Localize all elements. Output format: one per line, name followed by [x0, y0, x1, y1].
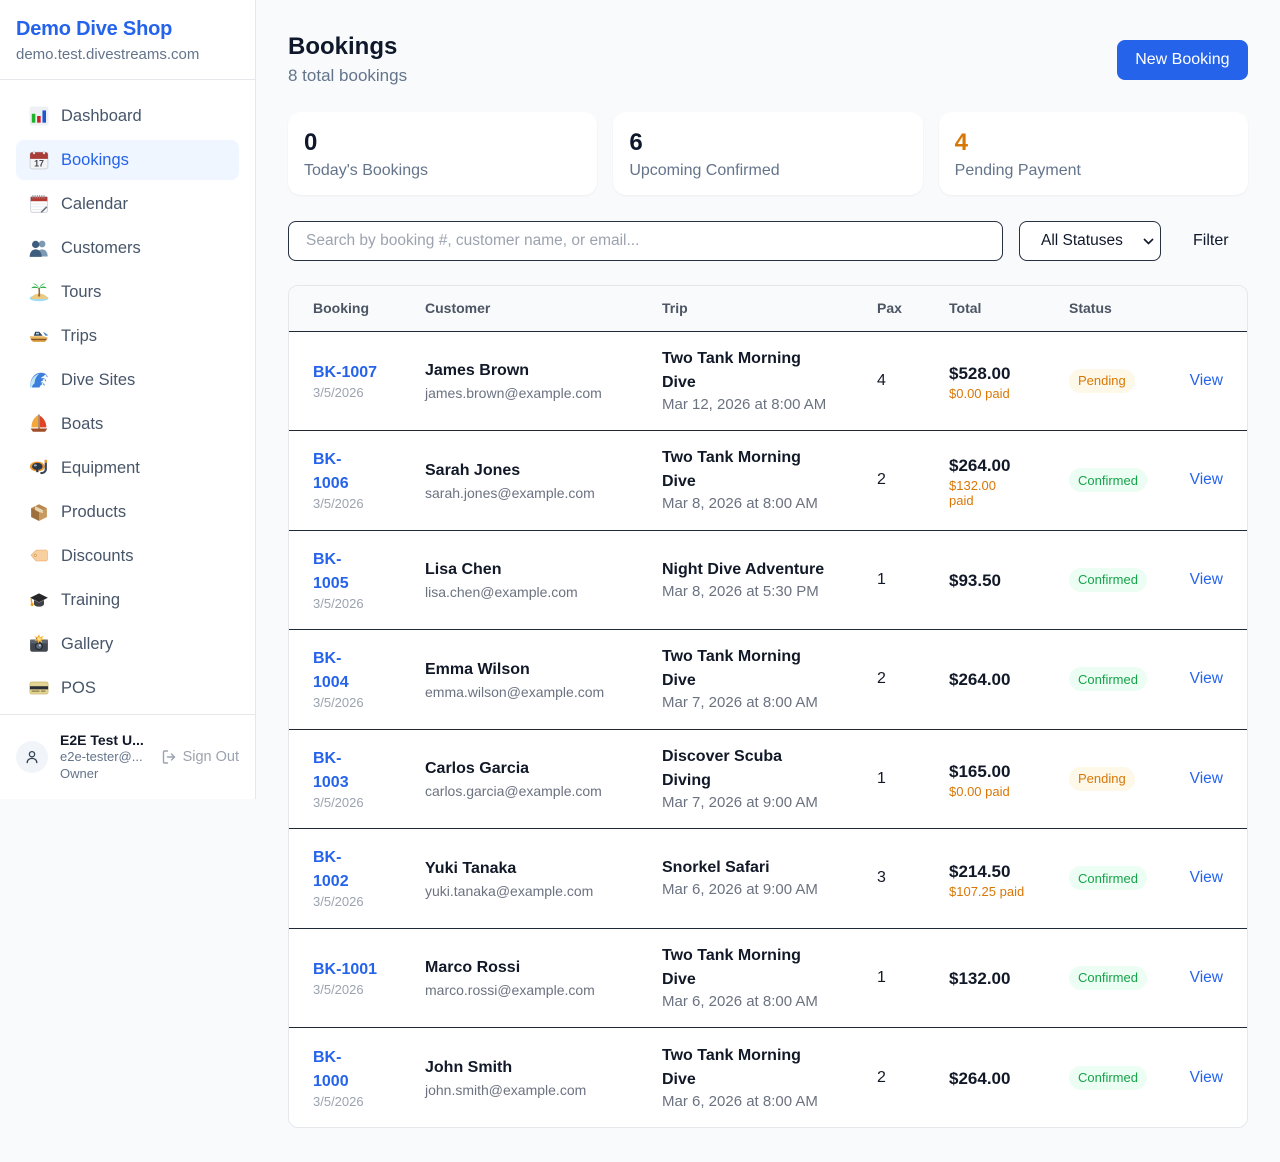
svg-text:17: 17 — [34, 159, 44, 169]
